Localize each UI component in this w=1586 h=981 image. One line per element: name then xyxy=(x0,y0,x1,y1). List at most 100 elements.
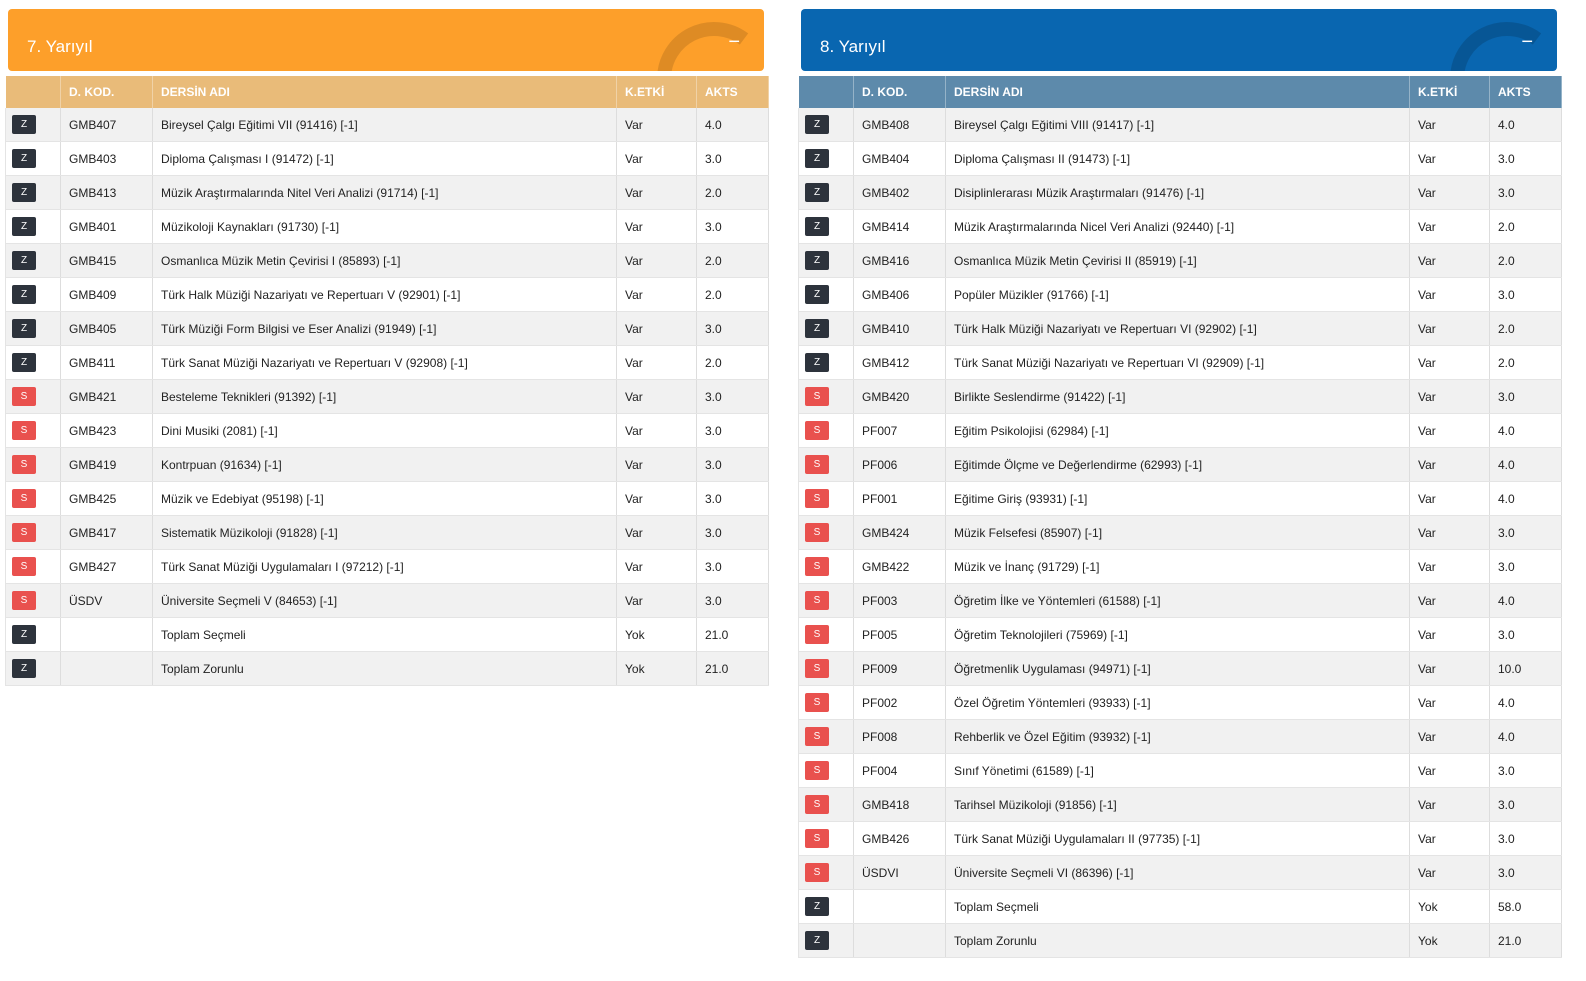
akts-cell: 21.0 xyxy=(696,651,769,686)
type-badge: S xyxy=(12,489,36,508)
type-badge: Z xyxy=(805,217,829,236)
type-badge: Z xyxy=(12,251,36,270)
ketki-cell: Var xyxy=(616,243,697,278)
ketki-cell: Var xyxy=(616,141,697,176)
badge-cell: S xyxy=(5,447,61,482)
akts-cell: 3.0 xyxy=(696,447,769,482)
ketki-cell: Var xyxy=(1409,787,1490,822)
course-row: S GMB421 Besteleme Teknikleri (91392) [-1]… xyxy=(5,379,769,414)
badge-cell: Z xyxy=(798,175,854,210)
akts-cell: 3.0 xyxy=(696,413,769,448)
course-row: S GMB427 Türk Sanat Müziği Uygulamaları I … xyxy=(5,549,769,584)
name-cell: Toplam Zorunlu xyxy=(152,651,617,686)
akts-cell: 4.0 xyxy=(1489,481,1562,516)
badge-cell: Z xyxy=(5,651,61,686)
ketki-cell: Var xyxy=(1409,447,1490,482)
badge-cell: S xyxy=(798,753,854,788)
course-row: Z Toplam Zorunlu Yok 21.0 xyxy=(5,651,769,686)
badge-cell: S xyxy=(798,447,854,482)
code-cell: GMB408 xyxy=(853,108,946,142)
name-cell: Türk Müziği Form Bilgisi ve Eser Analizi… xyxy=(152,311,617,346)
akts-cell: 3.0 xyxy=(696,379,769,414)
name-cell: Öğretmenlik Uygulaması (94971) [-1] xyxy=(945,651,1410,686)
type-badge: S xyxy=(805,625,829,644)
name-cell: Osmanlıca Müzik Metin Çevirisi I (85893)… xyxy=(152,243,617,278)
name-cell: Toplam Zorunlu xyxy=(945,923,1410,958)
collapse-button[interactable]: − xyxy=(1521,31,1533,53)
type-badge: Z xyxy=(12,625,36,644)
badge-cell: S xyxy=(798,515,854,550)
type-badge: S xyxy=(805,591,829,610)
badge-cell: S xyxy=(5,379,61,414)
header-cell: AKTS xyxy=(696,76,769,108)
course-row: S PF003 Öğretim İlke ve Yöntemleri (61588)… xyxy=(798,583,1562,618)
collapse-button[interactable]: − xyxy=(728,31,740,53)
badge-cell: S xyxy=(798,481,854,516)
course-row: S ÜSDVI Üniversite Seçmeli VI (86396) [-1]… xyxy=(798,855,1562,890)
code-cell: GMB425 xyxy=(60,481,153,516)
ketki-cell: Var xyxy=(1409,209,1490,244)
badge-cell: S xyxy=(798,413,854,448)
badge-cell: S xyxy=(798,651,854,686)
ketki-cell: Var xyxy=(1409,549,1490,584)
code-cell: GMB417 xyxy=(60,515,153,550)
ketki-cell: Var xyxy=(1409,583,1490,618)
name-cell: Türk Halk Müziği Nazariyatı ve Repertuar… xyxy=(152,277,617,312)
name-cell: Eğitim Psikolojisi (62984) [-1] xyxy=(945,413,1410,448)
badge-cell: S xyxy=(798,685,854,720)
type-badge: S xyxy=(805,557,829,576)
badge-cell: Z xyxy=(798,923,854,958)
code-cell: GMB426 xyxy=(853,821,946,856)
name-cell: Eğitimde Ölçme ve Değerlendirme (62993) … xyxy=(945,447,1410,482)
code-cell: PF004 xyxy=(853,753,946,788)
akts-cell: 3.0 xyxy=(1489,821,1562,856)
type-badge: Z xyxy=(805,319,829,338)
name-cell: Türk Sanat Müziği Nazariyatı ve Repertua… xyxy=(152,345,617,380)
code-cell: GMB409 xyxy=(60,277,153,312)
badge-cell: S xyxy=(798,617,854,652)
akts-cell: 3.0 xyxy=(696,141,769,176)
name-cell: Özel Öğretim Yöntemleri (93933) [-1] xyxy=(945,685,1410,720)
name-cell: Bireysel Çalgı Eğitimi VIII (91417) [-1] xyxy=(945,108,1410,142)
name-cell: Osmanlıca Müzik Metin Çevirisi II (85919… xyxy=(945,243,1410,278)
ketki-cell: Var xyxy=(1409,651,1490,686)
header-cell: DERSİN ADI xyxy=(152,76,617,108)
course-table: D. KOD. DERSİN ADI K.ETKİ AKTS Z GMB408 Bireys… xyxy=(798,76,1562,958)
ketki-cell: Yok xyxy=(1409,889,1490,924)
type-badge: S xyxy=(805,693,829,712)
code-cell: GMB419 xyxy=(60,447,153,482)
ketki-cell: Var xyxy=(616,345,697,380)
panel-header: 7. Yarıyıl − xyxy=(8,9,764,71)
code-cell: PF002 xyxy=(853,685,946,720)
code-cell: GMB413 xyxy=(60,175,153,210)
type-badge: S xyxy=(12,523,36,542)
ketki-cell: Var xyxy=(1409,515,1490,550)
course-row: Z GMB401 Müzikoloji Kaynakları (91730) [-1… xyxy=(5,209,769,244)
course-row: S PF005 Öğretim Teknolojileri (75969) [-1]… xyxy=(798,617,1562,652)
header-cell: D. KOD. xyxy=(853,76,946,108)
code-cell: GMB402 xyxy=(853,175,946,210)
code-cell: PF006 xyxy=(853,447,946,482)
badge-cell: Z xyxy=(5,243,61,278)
ketki-cell: Var xyxy=(1409,108,1490,142)
name-cell: Sınıf Yönetimi (61589) [-1] xyxy=(945,753,1410,788)
code-cell xyxy=(60,651,153,686)
name-cell: Türk Sanat Müziği Uygulamaları I (97212)… xyxy=(152,549,617,584)
akts-cell: 3.0 xyxy=(1489,787,1562,822)
name-cell: Türk Halk Müziği Nazariyatı ve Repertuar… xyxy=(945,311,1410,346)
course-row: S GMB424 Müzik Felsefesi (85907) [-1] Var 3.… xyxy=(798,515,1562,550)
akts-cell: 21.0 xyxy=(1489,923,1562,958)
code-cell: GMB404 xyxy=(853,141,946,176)
ketki-cell: Var xyxy=(616,413,697,448)
code-cell: GMB410 xyxy=(853,311,946,346)
code-cell: GMB423 xyxy=(60,413,153,448)
name-cell: Öğretim İlke ve Yöntemleri (61588) [-1] xyxy=(945,583,1410,618)
course-row: Z GMB409 Türk Halk Müziği Nazariyatı ve Re… xyxy=(5,277,769,312)
type-badge: Z xyxy=(12,353,36,372)
ketki-cell: Yok xyxy=(616,617,697,652)
course-table: D. KOD. DERSİN ADI K.ETKİ AKTS Z GMB407 Bireys… xyxy=(5,76,769,686)
name-cell: Müzik Felsefesi (85907) [-1] xyxy=(945,515,1410,550)
header-cell xyxy=(798,76,854,108)
code-cell: GMB418 xyxy=(853,787,946,822)
name-cell: Müzik Araştırmalarında Nicel Veri Analiz… xyxy=(945,209,1410,244)
